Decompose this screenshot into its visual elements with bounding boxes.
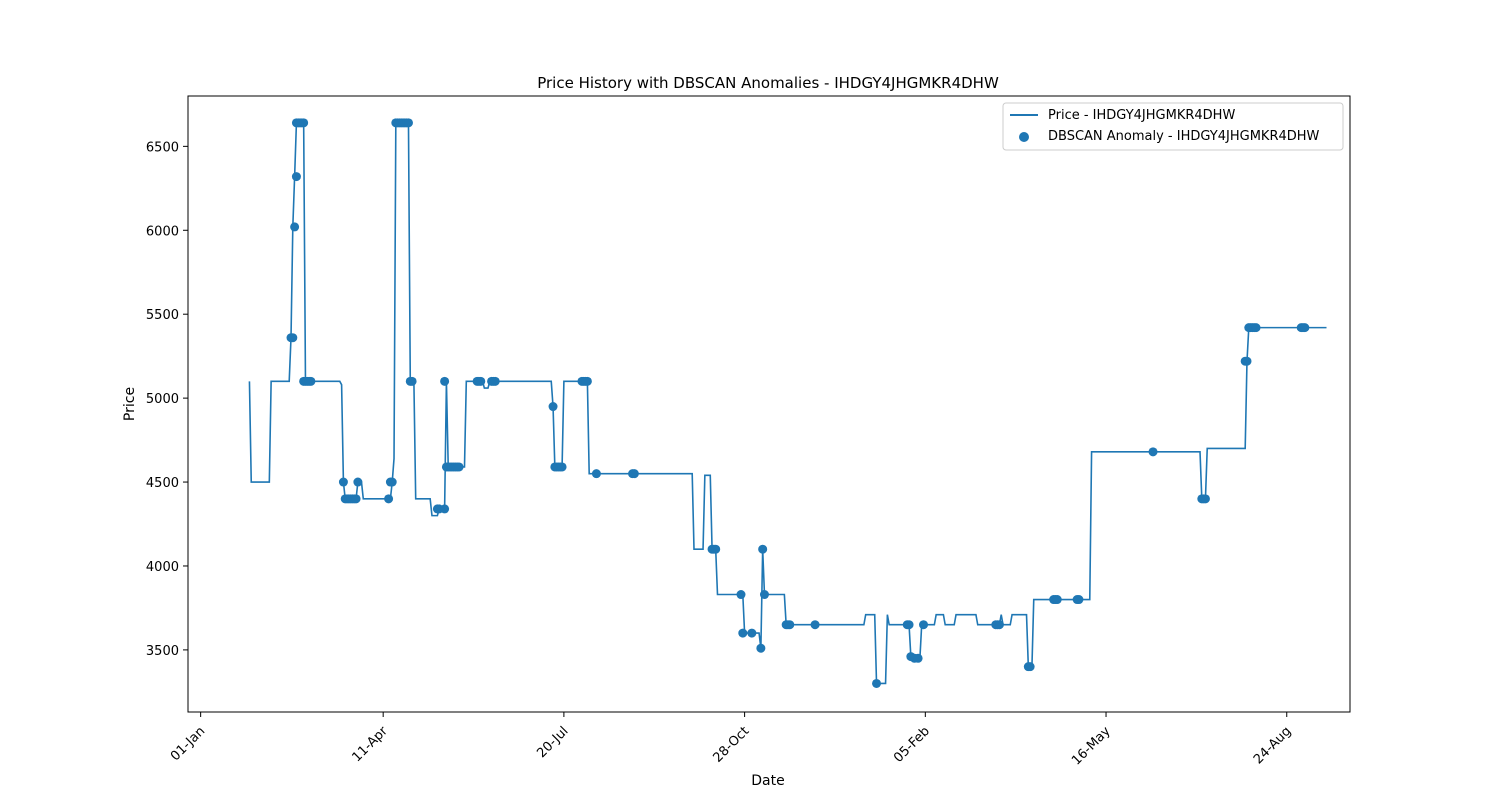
anomaly-point bbox=[582, 376, 592, 386]
x-axis-ticks: 01-Jan 11-Apr 20-Jul 28-Oct 05-Feb 16-May 24-A… bbox=[168, 712, 1294, 769]
anomaly-point bbox=[810, 620, 820, 630]
anomaly-point bbox=[904, 620, 914, 630]
x-tick-label: 16-May bbox=[1069, 724, 1114, 769]
anomaly-point bbox=[711, 544, 721, 554]
anomaly-point bbox=[591, 469, 601, 479]
chart-title: Price History with DBSCAN Anomalies - IH… bbox=[537, 74, 999, 92]
anomaly-point bbox=[440, 504, 450, 514]
anomaly-point bbox=[299, 118, 309, 128]
legend-label-anomaly: DBSCAN Anomaly - IHDGY4JHGMKR4DHW bbox=[1048, 129, 1320, 144]
anomaly-point bbox=[759, 590, 769, 600]
x-tick-label: 24-Aug bbox=[1251, 724, 1294, 767]
x-tick-label: 28-Oct bbox=[710, 724, 752, 766]
anomaly-point bbox=[351, 494, 361, 504]
anomaly-point bbox=[1251, 323, 1261, 333]
anomaly-point bbox=[1148, 447, 1158, 457]
anomaly-point bbox=[1074, 595, 1084, 605]
anomaly-point bbox=[338, 477, 348, 487]
anomaly-point bbox=[490, 376, 500, 386]
y-tick-label: 5000 bbox=[146, 392, 179, 407]
anomaly-point bbox=[306, 376, 316, 386]
anomaly-point bbox=[548, 402, 558, 412]
x-tick-label: 11-Apr bbox=[350, 723, 392, 765]
y-tick-label: 5500 bbox=[146, 308, 179, 323]
anomaly-point bbox=[384, 494, 394, 504]
plot-frame bbox=[187, 95, 1351, 713]
anomaly-point bbox=[407, 376, 417, 386]
legend-marker-swatch bbox=[1019, 132, 1029, 142]
anomaly-point bbox=[440, 376, 450, 386]
y-tick-label: 4500 bbox=[146, 476, 179, 491]
anomaly-point bbox=[738, 628, 748, 638]
x-tick-label: 20-Jul bbox=[534, 724, 571, 761]
anomaly-point bbox=[758, 544, 768, 554]
y-tick-label: 6500 bbox=[146, 140, 179, 155]
anomaly-point bbox=[994, 620, 1004, 630]
legend-label-price: Price - IHDGY4JHGMKR4DHW bbox=[1048, 108, 1235, 123]
anomaly-point bbox=[1025, 662, 1035, 672]
anomaly-point bbox=[476, 376, 486, 386]
x-axis-label: Date bbox=[751, 773, 784, 789]
anomaly-point bbox=[403, 118, 413, 128]
anomaly-point bbox=[756, 643, 766, 653]
y-tick-label: 4000 bbox=[146, 560, 179, 575]
anomaly-point bbox=[290, 222, 300, 232]
anomaly-point bbox=[1300, 323, 1310, 333]
y-axis-ticks: 3500 4000 4500 5000 5500 6000 6500 bbox=[146, 140, 188, 659]
y-tick-label: 6000 bbox=[146, 224, 179, 239]
anomaly-point bbox=[736, 590, 746, 600]
anomaly-point bbox=[387, 477, 397, 487]
anomaly-point bbox=[454, 462, 464, 472]
legend-box bbox=[1002, 102, 1344, 151]
y-tick-label: 3500 bbox=[146, 644, 179, 659]
anomaly-point bbox=[557, 462, 567, 472]
anomaly-point bbox=[629, 469, 639, 479]
anomaly-point bbox=[1052, 595, 1062, 605]
anomaly-point bbox=[785, 620, 795, 630]
plot-area: 01-Jan 11-Apr 20-Jul 28-Oct 05-Feb 16-May 24-A… bbox=[146, 95, 1351, 769]
y-axis-label: Price bbox=[122, 387, 138, 421]
anomaly-point bbox=[1200, 494, 1210, 504]
legend: Price - IHDGY4JHGMKR4DHW DBSCAN Anomaly … bbox=[1002, 102, 1344, 151]
anomaly-point bbox=[913, 653, 923, 663]
series-layer bbox=[248, 118, 1327, 688]
anomaly-point bbox=[288, 333, 298, 343]
anomaly-point bbox=[919, 620, 929, 630]
anomaly-point bbox=[291, 172, 301, 182]
x-tick-label: 01-Jan bbox=[168, 724, 208, 764]
anomaly-point bbox=[747, 628, 757, 638]
x-tick-label: 05-Feb bbox=[891, 724, 933, 766]
anomaly-point bbox=[872, 678, 882, 688]
anomaly-point bbox=[353, 477, 363, 487]
price-line bbox=[248, 122, 1327, 685]
anomaly-point bbox=[1242, 356, 1252, 366]
